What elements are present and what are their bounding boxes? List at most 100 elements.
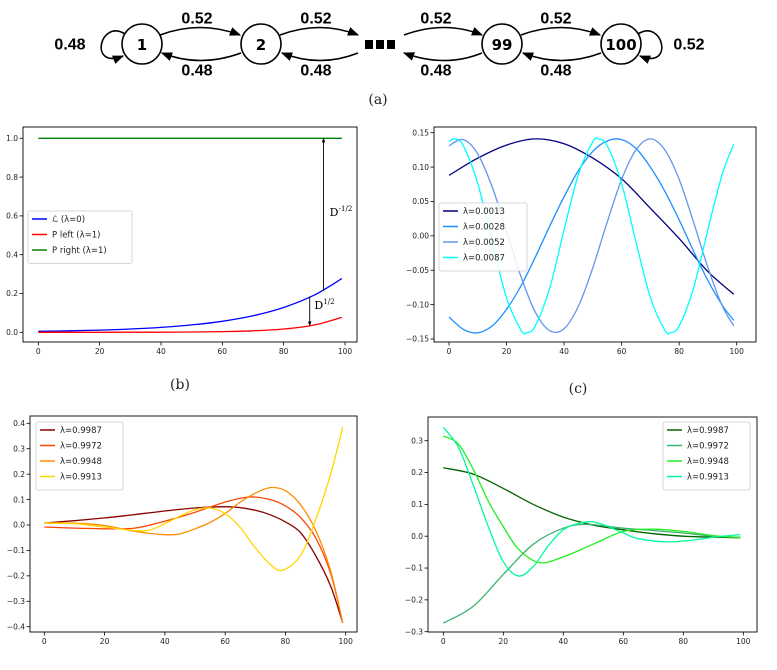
annotation-superscript: 1/2 <box>323 298 334 306</box>
edge-prob-label: 0.48 <box>300 63 331 80</box>
legend-label: λ=0.9948 <box>60 457 102 467</box>
y-tick-label: 0.2 <box>13 470 25 479</box>
edge-2-to-1 <box>160 52 242 62</box>
y-tick-label: 0.4 <box>13 419 25 428</box>
x-tick-label: 80 <box>674 347 684 356</box>
y-tick-label: 0.6 <box>6 212 18 221</box>
legend-box <box>662 421 751 491</box>
x-tick-label: 40 <box>160 637 170 646</box>
annotation-label: D <box>330 206 339 219</box>
edge-prob-label: 0.52 <box>420 11 451 28</box>
edge-prob-label: 0.48 <box>540 63 571 80</box>
legend-label: λ=0.0087 <box>463 254 505 264</box>
edge-99-to-dots <box>402 52 483 62</box>
legend-label: λ=0.0028 <box>463 223 505 233</box>
series-line-1 <box>448 138 735 295</box>
series-line-4 <box>44 426 344 572</box>
legend-label: λ=0.9972 <box>687 442 729 452</box>
y-tick-label: 0.2 <box>6 289 18 298</box>
annotation-superscript: -1/2 <box>339 205 353 213</box>
axes-frame <box>427 416 758 633</box>
legend-label: ℒ (λ=0) <box>52 215 85 225</box>
self-loop-prob-label: 0.52 <box>673 37 704 54</box>
x-tick-label: 40 <box>156 347 166 356</box>
caption-a: (a) <box>368 92 387 108</box>
legend: λ=0.9987 λ=0.9972 λ=0.9948 λ=0.9913 <box>662 421 751 491</box>
y-tick-label: −0.05 <box>406 266 429 275</box>
series-line-3 <box>448 138 735 334</box>
x-tick-label: 60 <box>220 637 230 646</box>
x-tick-label: 20 <box>95 347 105 356</box>
series-line-1 <box>44 506 344 624</box>
chart-panel-c: 0 20 40 60 80 100 0.15 0.10 0.05 0.00 −0.05 −0.10 −0… <box>406 126 757 356</box>
y-tick-label: −0.3 <box>405 627 423 636</box>
axes-frame <box>433 126 757 343</box>
series-line-2 <box>44 496 344 624</box>
node-1 <box>121 23 163 65</box>
x-tick-label: 40 <box>559 347 569 356</box>
y-tick-label: 0.8 <box>6 173 18 182</box>
y-tick-label: −0.15 <box>406 335 429 344</box>
annotation-label: D <box>314 299 323 312</box>
y-tick-label: 0.1 <box>411 500 423 509</box>
y-tick-label: 0.3 <box>411 436 423 445</box>
series-line-2 <box>442 523 741 624</box>
x-tick-label: 80 <box>281 637 291 646</box>
y-tick-label: 0.2 <box>411 468 423 477</box>
y-tick-label: 0.05 <box>412 197 429 206</box>
node-2 <box>240 23 282 65</box>
series-line-1 <box>38 278 343 332</box>
legend-label: P right (λ=1) <box>52 246 107 256</box>
edge-2-to-dots <box>279 26 360 36</box>
axes-frame <box>29 415 358 633</box>
node-label: 1 <box>137 36 147 54</box>
legend-box <box>27 210 133 264</box>
node-label: 99 <box>492 36 513 54</box>
x-tick-label: 20 <box>499 637 509 646</box>
legend-label: P left (λ=1) <box>52 231 101 241</box>
x-tick-label: 40 <box>559 637 569 646</box>
series-line-2 <box>448 138 735 334</box>
edge-dots-to-99 <box>403 26 484 36</box>
node-label: 2 <box>256 36 266 54</box>
axes-frame <box>22 126 358 343</box>
legend-label: λ=0.9913 <box>60 473 102 483</box>
y-tick-label: 0.0 <box>411 532 423 541</box>
edge-prob-label: 0.48 <box>420 63 451 80</box>
y-tick-label: 0.00 <box>412 232 429 241</box>
y-tick-label: −0.2 <box>405 596 423 605</box>
legend-label: λ=0.9987 <box>687 426 729 436</box>
legend-label: λ=0.9913 <box>687 473 729 483</box>
edge-prob-label: 0.52 <box>540 11 571 28</box>
x-tick-label: 60 <box>619 637 629 646</box>
x-tick-label: 20 <box>100 637 110 646</box>
x-tick-label: 80 <box>279 347 289 356</box>
edge-99-to-100 <box>520 26 602 36</box>
y-tick-label: 0.15 <box>412 128 429 137</box>
y-tick-label: −0.1 <box>405 564 423 573</box>
x-tick-label: 0 <box>441 637 446 646</box>
x-tick-label: 0 <box>447 347 452 356</box>
self-loop-100 <box>637 30 663 64</box>
x-tick-label: 20 <box>502 347 512 356</box>
edge-prob-label: 0.52 <box>300 11 331 28</box>
markov-chain-diagram <box>100 23 663 65</box>
legend: λ=0.9987 λ=0.9972 λ=0.9948 λ=0.9913 <box>35 421 124 491</box>
legend-label: λ=0.9987 <box>60 426 102 436</box>
edge-1-to-2 <box>159 26 242 36</box>
x-tick-label: 0 <box>36 347 41 356</box>
x-tick-label: 100 <box>736 637 751 646</box>
series-line-3 <box>442 435 741 564</box>
y-tick-label: −0.10 <box>406 300 429 309</box>
edge-100-to-99 <box>521 52 602 62</box>
y-tick-label: 0.0 <box>13 521 25 530</box>
y-tick-label: 0.3 <box>13 444 25 453</box>
y-tick-label: 0.10 <box>412 163 429 172</box>
edge-dots-to-2 <box>280 52 359 62</box>
chart-panel-d: 0 20 40 60 80 100 0.4 0.3 0.2 0.1 0.0 −0.1 −0.2 −0.3 −… <box>7 415 358 646</box>
legend-label: λ=0.9972 <box>60 442 102 452</box>
x-tick-label: 80 <box>679 637 689 646</box>
y-tick-label: −0.2 <box>7 572 25 581</box>
y-tick-label: 0.4 <box>6 250 18 259</box>
legend-label: λ=0.0052 <box>463 238 505 248</box>
